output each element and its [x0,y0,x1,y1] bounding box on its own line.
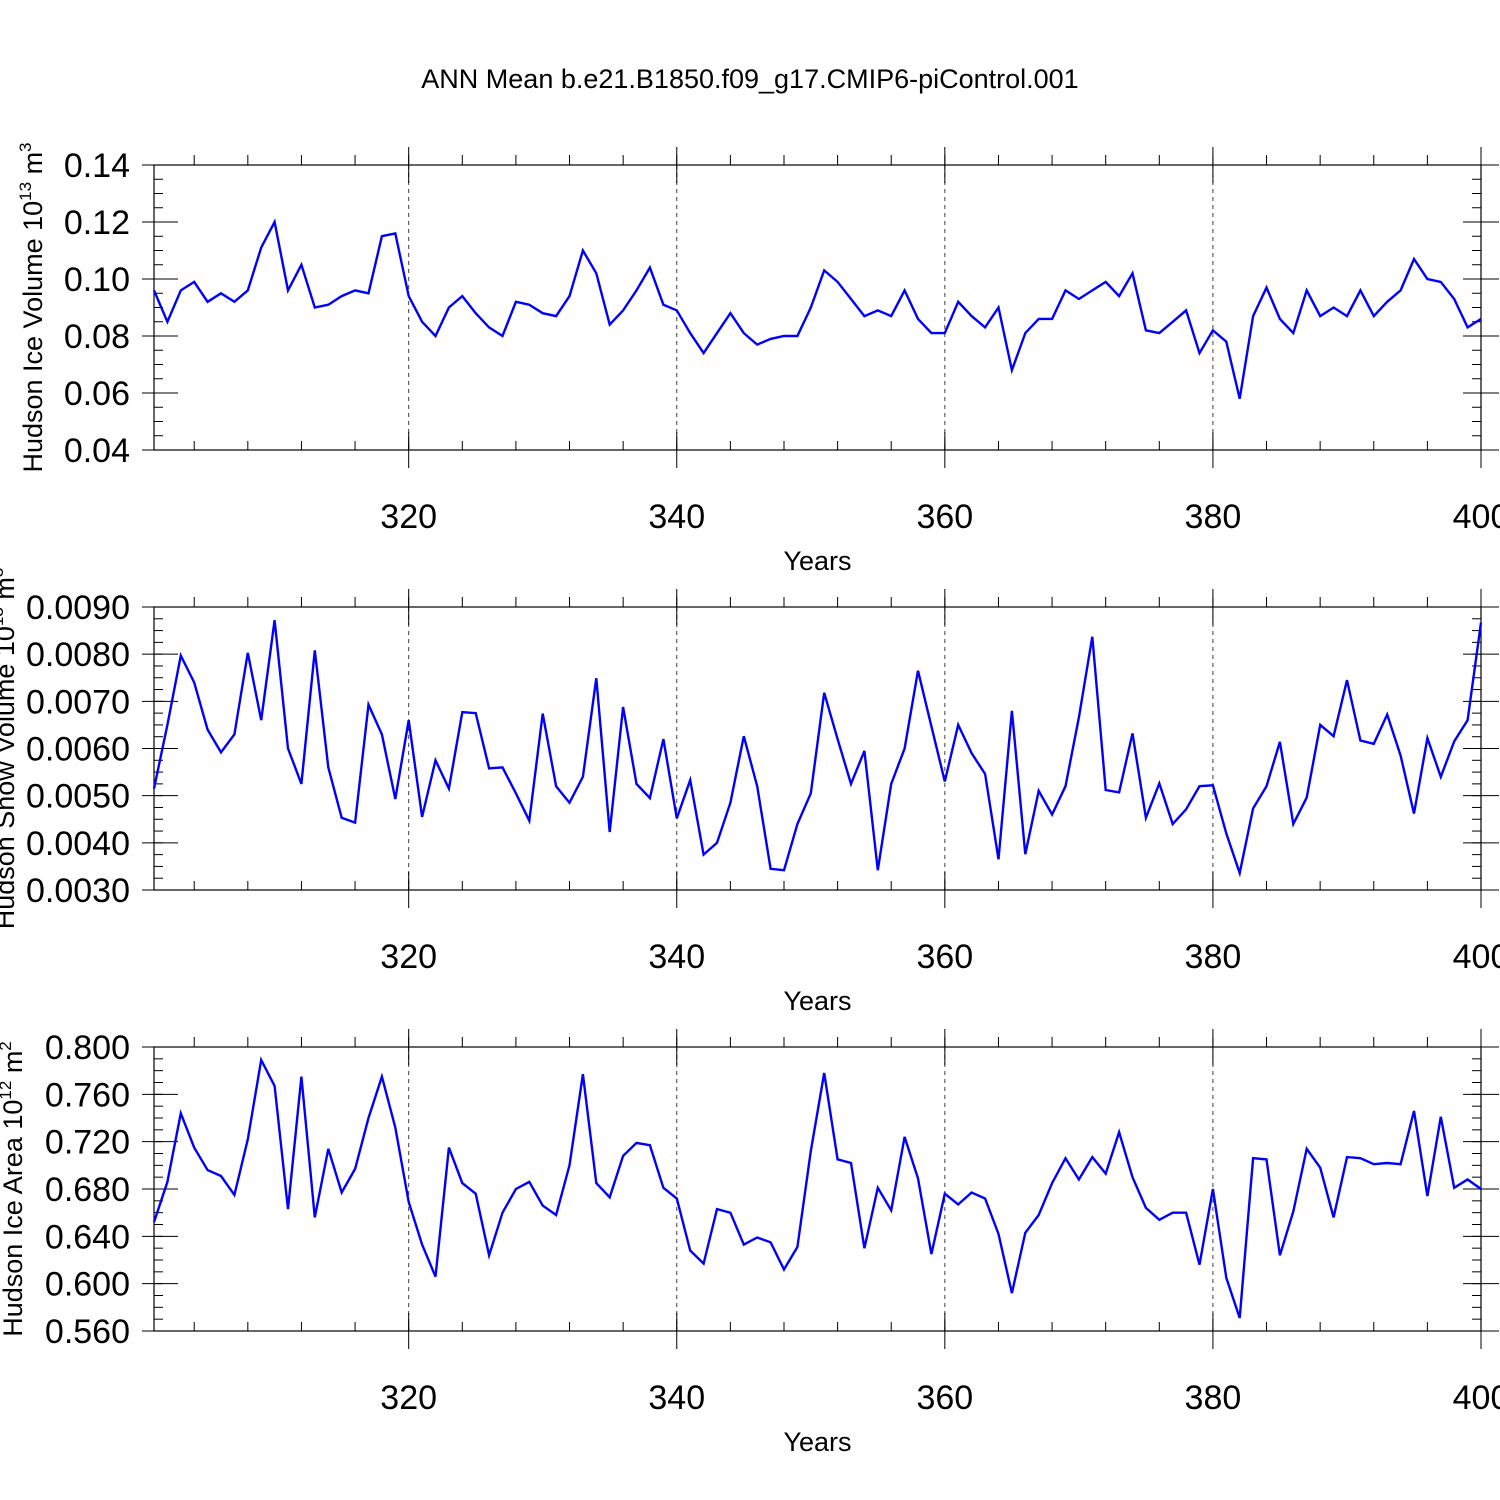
x-tick-label: 320 [380,938,437,976]
y-tick-label: 0.720 [45,1124,130,1162]
y-axis-label: Hudson Ice Area 1012 m2 [0,1041,28,1337]
y-tick-label: 0.10 [64,261,130,299]
x-tick-label: 400 [1453,498,1500,536]
y-axis-label-unit-exponent: 2 [0,1041,15,1050]
data-series-line [152,218,1482,399]
x-tick-label: 360 [916,498,973,536]
panel-3: 0.560 0.600 0.640 0.680 0.720 0.760 0.800 320 34… [0,1029,1500,1457]
y-tick-label: 0.0050 [26,778,130,816]
y-tick-label: 0.06 [64,375,130,413]
x-tick-label: 340 [648,938,705,976]
y-tick-label: 0.0030 [26,872,130,910]
y-tick-label: 0.0090 [26,589,130,627]
x-axis-label: Years [783,986,851,1016]
y-axis-label-unit-exponent: 3 [16,142,35,151]
x-tick-label: 400 [1453,1379,1500,1417]
y-axis-label-text: Hudson Ice Volume 10 [18,201,48,473]
plot-frame [153,1046,1482,1332]
x-tick-label: 360 [916,1379,973,1417]
y-tick-label: 0.14 [64,147,130,185]
data-series-line [152,620,1483,878]
plot-frame [153,164,1482,451]
x-tick-label: 340 [648,1379,705,1417]
y-tick-label: 0.0080 [26,636,130,674]
x-tick-label: 380 [1185,498,1242,536]
x-tick-label: 380 [1185,938,1242,976]
x-axis-label: Years [783,546,851,576]
panel-2: 0.0030 0.0040 0.0050 0.0060 0.0070 0.0080 0.00… [0,568,1500,1016]
y-tick-label: 0.760 [45,1076,130,1114]
x-tick-label: 320 [380,498,437,536]
y-axis-label: Hudson Snow Volume 1013 m3 [0,568,20,930]
y-axis-label-unit: m [0,577,20,607]
y-axis-label-unit: m [0,1051,28,1081]
y-tick-label: 0.640 [45,1218,130,1256]
y-tick-label: 0.0060 [26,731,130,769]
y-axis-label-text: Hudson Snow Volume 10 [0,626,20,929]
y-axis-label-unit-exponent: 3 [0,568,7,577]
x-tick-label: 340 [648,498,705,536]
y-tick-label: 0.680 [45,1171,130,1209]
y-axis-label-unit: m [18,152,48,182]
y-tick-label: 0.600 [45,1266,130,1304]
y-axis-label-text: Hudson Ice Area 10 [0,1100,28,1337]
x-tick-label: 360 [916,938,973,976]
y-tick-label: 0.04 [64,432,130,470]
y-tick-label: 0.12 [64,204,130,242]
x-axis-label: Years [783,1427,851,1457]
data-series-line [152,1056,1482,1319]
y-tick-label: 0.0070 [26,683,130,721]
x-tick-label: 380 [1185,1379,1242,1417]
panel-1: 0.04 0.06 0.08 0.10 0.12 0.14 320 340 360 380 400 Y… [16,142,1500,576]
y-tick-label: 0.560 [45,1313,130,1351]
x-tick-label: 400 [1453,938,1500,976]
y-axis-label-exponent: 13 [0,607,7,626]
y-tick-label: 0.08 [64,318,130,356]
y-tick-label: 0.0040 [26,825,130,863]
x-tick-label: 320 [380,1379,437,1417]
y-axis-label-exponent: 12 [0,1081,15,1100]
y-tick-label: 0.800 [45,1029,130,1067]
y-axis-label: Hudson Ice Volume 1013 m3 [16,142,48,472]
chart-title: ANN Mean b.e21.B1850.f09_g17.CMIP6-piCon… [421,64,1079,94]
y-axis-label-exponent: 13 [16,182,35,201]
